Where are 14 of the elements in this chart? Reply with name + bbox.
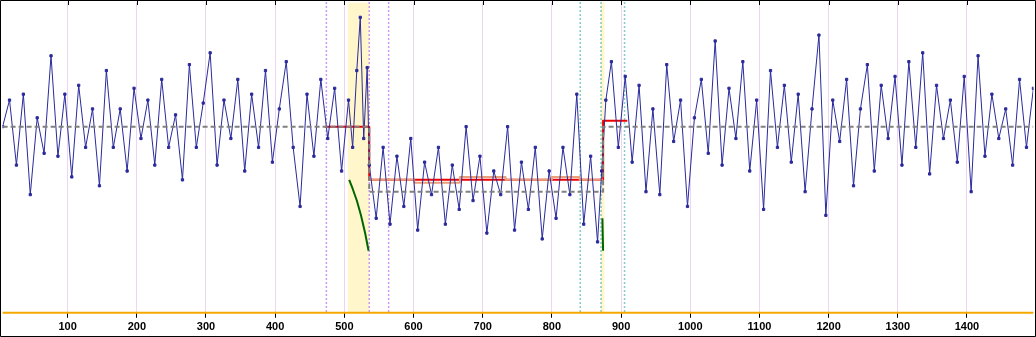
x-tick-label: 700 — [473, 320, 492, 333]
x-tick-label: 1400 — [954, 320, 980, 333]
x-tick-label: 100 — [58, 320, 77, 333]
x-tick-label: 600 — [404, 320, 423, 333]
x-tick-label: 500 — [335, 320, 354, 333]
x-tick-label: 800 — [542, 320, 562, 333]
x-tick-label: 1100 — [747, 320, 772, 333]
x-tick-label: 400 — [265, 320, 285, 333]
x-tick-label: 1300 — [885, 320, 911, 333]
x-tick-label: 900 — [611, 320, 631, 333]
x-tick-label: 300 — [196, 320, 216, 333]
x-tick-label: 1000 — [678, 320, 703, 333]
x-tick-label: 200 — [127, 320, 146, 333]
x-tick-label: 1200 — [816, 320, 841, 333]
